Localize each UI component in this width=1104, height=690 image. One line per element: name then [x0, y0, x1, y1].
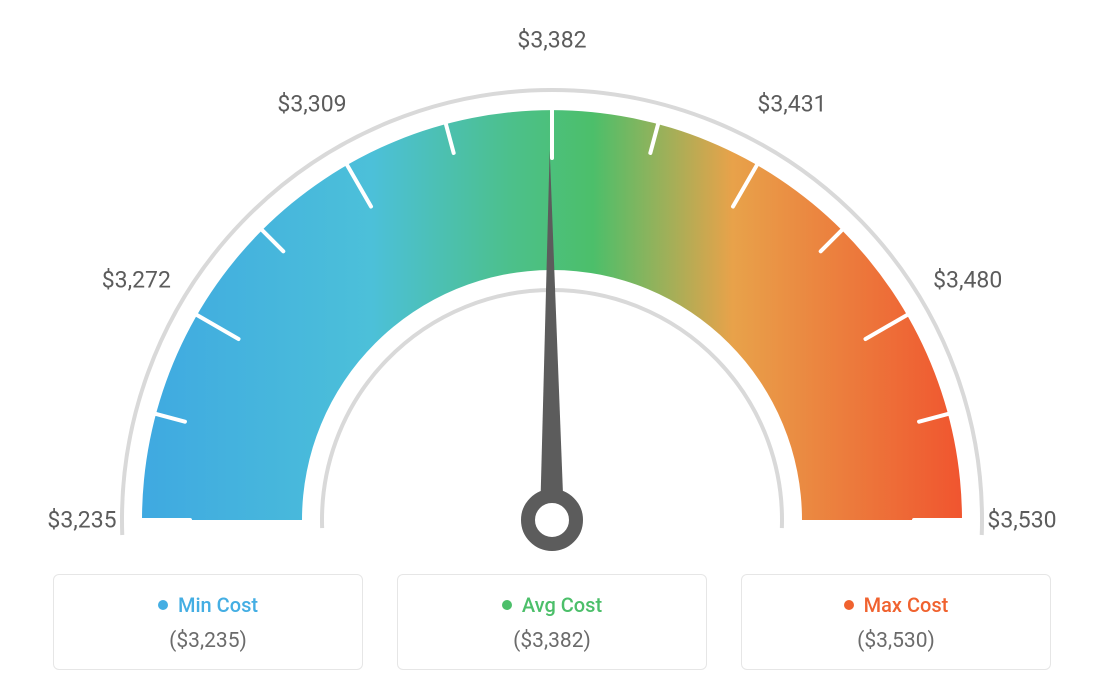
legend-value-max: ($3,530): [752, 629, 1040, 653]
legend-label-min: Min Cost: [178, 593, 258, 617]
legend-value-avg: ($3,382): [408, 629, 696, 653]
gauge-tick-label: $3,382: [517, 27, 586, 54]
legend-label-max: Max Cost: [864, 593, 949, 617]
legend-card-avg: Avg Cost ($3,382): [397, 574, 707, 670]
legend-card-min: Min Cost ($3,235): [53, 574, 363, 670]
legend-row: Min Cost ($3,235) Avg Cost ($3,382) Max …: [0, 574, 1104, 670]
gauge-tick-label: $3,309: [277, 91, 346, 118]
gauge-tick-label: $3,480: [933, 267, 1002, 294]
gauge-chart: $3,235 $3,272 $3,309 $3,382 $3,431 $3,480 $3,5…: [0, 0, 1104, 560]
gauge-tick-label: $3,530: [987, 507, 1056, 534]
legend-dot-min: [158, 600, 168, 610]
gauge-tick-label: $3,235: [47, 507, 116, 534]
gauge-tick-label: $3,272: [102, 267, 171, 294]
legend-value-min: ($3,235): [64, 629, 352, 653]
gauge-tick-label: $3,431: [757, 91, 826, 118]
legend-label-avg: Avg Cost: [522, 593, 602, 617]
legend-dot-max: [844, 600, 854, 610]
legend-card-max: Max Cost ($3,530): [741, 574, 1051, 670]
legend-dot-avg: [502, 600, 512, 610]
